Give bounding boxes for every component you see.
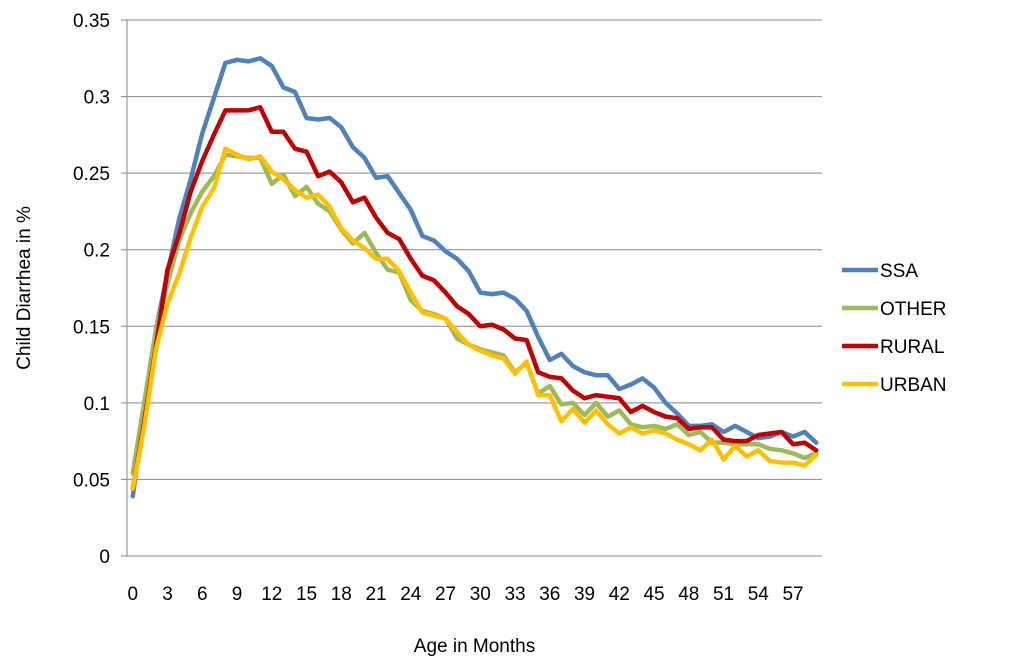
x-tick-label: 51 <box>713 584 734 605</box>
x-tick-label: 15 <box>296 584 317 605</box>
x-tick-label: 24 <box>400 584 422 605</box>
x-tick-label: 0 <box>128 584 139 605</box>
y-axis-title: Child Diarrhea in % <box>14 206 35 370</box>
legend-item-urban: URBAN <box>842 375 947 396</box>
legend-item-rural: RURAL <box>842 337 944 358</box>
x-tick-labels: 0 3 6 9 12 15 18 21 24 27 30 33 36 39 42 45 48 51 54 57 <box>128 584 804 605</box>
x-tick-label: 12 <box>261 584 282 605</box>
series-line-urban <box>130 146 819 491</box>
x-tick-label: 18 <box>331 584 352 605</box>
y-tick-label: 0.1 <box>84 394 110 415</box>
legend-label: URBAN <box>880 375 947 396</box>
y-tick-label: 0.35 <box>73 11 110 32</box>
series-line-rural <box>130 105 819 491</box>
y-tick-labels: 0 0.05 0.1 0.15 0.2 0.25 0.3 0.35 <box>73 11 110 568</box>
x-tick-label: 33 <box>504 584 525 605</box>
gridlines <box>127 19 822 480</box>
y-tick-label: 0.3 <box>84 88 110 109</box>
x-tick-label: 3 <box>162 584 173 605</box>
y-tick-label: 0.2 <box>84 241 110 262</box>
legend-label: RURAL <box>880 337 944 358</box>
legend: SSA OTHER RURAL URBAN <box>842 261 947 396</box>
x-tick-label: 48 <box>678 584 699 605</box>
legend-item-ssa: SSA <box>842 261 918 282</box>
series-lines <box>130 56 819 499</box>
y-tick-label: 0 <box>99 547 110 568</box>
x-tick-label: 27 <box>435 584 456 605</box>
x-tick-label: 30 <box>470 584 491 605</box>
x-axis-title: Age in Months <box>414 636 535 657</box>
x-tick-label: 6 <box>197 584 208 605</box>
y-tick-label: 0.15 <box>73 317 110 338</box>
x-tick-label: 45 <box>643 584 664 605</box>
legend-label: SSA <box>880 261 918 282</box>
x-tick-label: 36 <box>539 584 560 605</box>
y-tick-label: 0.05 <box>73 470 110 491</box>
x-tick-label: 21 <box>365 584 386 605</box>
legend-item-other: OTHER <box>842 299 947 320</box>
x-tick-label: 57 <box>782 584 803 605</box>
axes <box>121 19 822 557</box>
x-tick-label: 42 <box>609 584 630 605</box>
x-tick-label: 39 <box>574 584 595 605</box>
legend-label: OTHER <box>880 299 947 320</box>
x-tick-label: 54 <box>748 584 770 605</box>
y-tick-label: 0.25 <box>73 164 110 185</box>
x-tick-label: 9 <box>232 584 243 605</box>
